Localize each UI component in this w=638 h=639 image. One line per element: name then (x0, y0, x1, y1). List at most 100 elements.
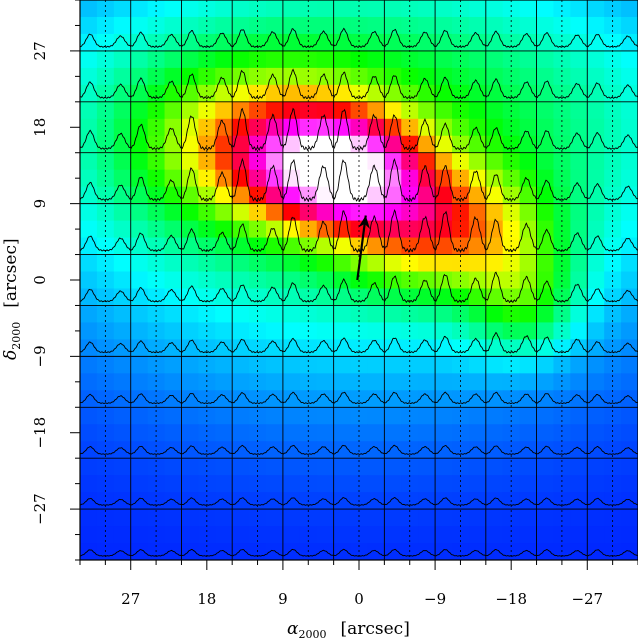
heatmap-cell (215, 152, 233, 171)
heatmap-cell (418, 356, 436, 374)
heatmap-cell (299, 203, 318, 222)
heatmap-cell (282, 169, 301, 188)
heatmap-cell (164, 288, 183, 307)
spectrum-trace (536, 179, 588, 201)
heatmap-cell (367, 288, 385, 307)
heatmap-cell (468, 458, 487, 476)
spectrum-trace (80, 341, 131, 354)
heatmap-cell (621, 390, 638, 408)
heatmap-cell (215, 492, 233, 510)
spectrum-trace (536, 336, 588, 354)
heatmap-cell (485, 203, 504, 222)
spectrum-trace (181, 30, 233, 48)
heatmap-cell (621, 509, 638, 527)
heatmap-cell (282, 0, 301, 18)
heatmap-cell (570, 84, 588, 103)
spectrum-trace (485, 497, 537, 506)
heatmap-cell (147, 118, 166, 137)
heatmap-cell (80, 509, 98, 527)
heatmap-cell (113, 373, 132, 391)
heatmap-cell (418, 254, 436, 273)
heatmap-cell (587, 50, 605, 69)
heatmap-cell (502, 0, 521, 18)
heatmap-cell (282, 101, 301, 120)
heatmap-cell (215, 475, 233, 493)
heatmap-cell (130, 441, 149, 459)
heatmap-cell (113, 84, 132, 103)
spectrum-trace (434, 165, 487, 202)
heatmap-cell (130, 322, 149, 340)
heatmap-cell (113, 33, 132, 52)
heatmap-cell (553, 0, 571, 18)
heatmap-cell (113, 67, 132, 86)
spectrum-trace (384, 114, 436, 151)
heatmap-cell (164, 33, 183, 52)
y-axis-title: δ2000[arcsec] (1, 238, 23, 360)
heatmap-cell (621, 203, 638, 222)
heatmap-cell (249, 288, 267, 307)
heatmap-cell (282, 356, 301, 374)
heatmap-cell (147, 424, 166, 442)
spectrum-trace (485, 271, 537, 304)
heatmap-cell (164, 305, 183, 324)
heatmap-cell (553, 424, 571, 442)
heatmap-cell (621, 441, 638, 459)
spectrum-trace (181, 167, 233, 202)
heatmap-cell (164, 186, 183, 205)
heatmap-cell (519, 322, 538, 340)
heatmap-cell (266, 424, 284, 442)
heatmap-cell (452, 220, 470, 239)
heatmap-cell (96, 84, 115, 103)
heatmap-cell (181, 0, 199, 18)
spectrum-trace (333, 548, 385, 557)
heatmap-cell (367, 237, 385, 256)
heatmap-cell (198, 475, 216, 493)
heatmap-cell (181, 152, 199, 171)
heatmap-cell (570, 254, 588, 273)
heatmap-cell (570, 271, 588, 290)
heatmap-cell (435, 424, 453, 442)
heatmap-cell (198, 526, 216, 544)
spectrum-trace (333, 497, 385, 506)
heatmap-cell (570, 339, 588, 357)
spectrum-trace (536, 32, 588, 48)
heatmap-cell (181, 254, 199, 273)
heatmap-cell (587, 458, 605, 476)
heatmap-cell (553, 254, 571, 273)
spectrum-trace (485, 174, 537, 202)
heatmap-cell (232, 169, 250, 188)
spectrum-trace (587, 82, 638, 99)
heatmap-cell (621, 186, 638, 205)
heatmap-cell (384, 475, 402, 493)
heatmap-cell (198, 84, 216, 103)
heatmap-cell (113, 118, 132, 137)
heatmap-cell (215, 526, 233, 544)
heatmap-cell (147, 526, 166, 544)
heatmap-cell (198, 0, 216, 18)
heatmap-cell (299, 118, 318, 137)
heatmap-cell (215, 458, 233, 476)
heatmap-cell (418, 322, 436, 340)
heatmap-cell (266, 322, 284, 340)
heatmap-cell (621, 169, 638, 188)
heatmap-cell (232, 458, 250, 476)
x-tick-label: −9 (424, 590, 446, 608)
heatmap-cell (384, 220, 402, 239)
heatmap-cell (418, 237, 436, 256)
heatmap-cell (198, 118, 216, 137)
heatmap-cell (316, 16, 335, 35)
heatmap-cell (485, 84, 504, 103)
heatmap-cell (316, 305, 335, 324)
heatmap-cell (367, 169, 385, 188)
heatmap-cell (502, 509, 521, 527)
heatmap-cell (519, 67, 538, 86)
heatmap-cell (181, 271, 199, 290)
heatmap-cell (215, 271, 233, 290)
heatmap-cell (333, 526, 352, 544)
heatmap-cell (266, 543, 284, 560)
heatmap-cell (485, 67, 504, 86)
heatmap-cell (181, 33, 199, 52)
heatmap-cell (418, 390, 436, 408)
heatmap-cell (164, 220, 183, 239)
heatmap-cell (502, 339, 521, 357)
